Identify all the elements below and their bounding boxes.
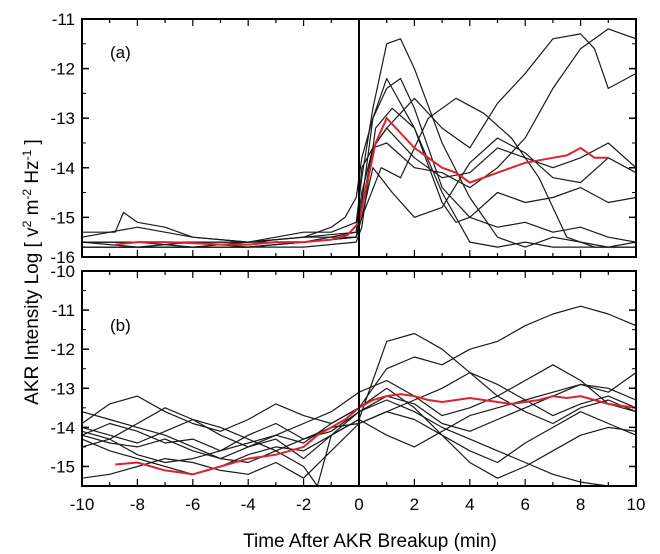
x-tick-label: 0 [354,495,363,514]
panel-b-axes: -10 -11 -12 -13 -14 -15 [50,262,637,487]
y-title-prefix: AKR Intensity Log [ v [22,227,43,405]
y-title-sup2: -2 [20,189,34,200]
event-curve-8 [82,77,637,243]
x-tick-label: 4 [465,495,474,514]
y-title-sup1: 2 [20,220,34,227]
x-axis-title: Time After AKR Breakup (min) [243,531,497,552]
x-tick-label: -2 [296,495,311,514]
event-curve-2 [81,38,637,248]
y-tick-label: -14 [50,418,75,437]
event-curve-5 [82,107,636,248]
x-tick-label: 10 [627,495,646,514]
x-tick-label: -4 [241,495,256,514]
y-tick-label: -14 [50,159,75,178]
event-curve-9 [82,137,637,248]
x-tick-label: -8 [130,495,145,514]
panel-a-average-curve [115,116,609,246]
y-tick-label: -15 [50,208,75,227]
event-curve-7 [82,28,637,243]
average-curve [115,393,637,476]
y-title-mid2: Hz [22,160,43,189]
x-tick-label: 8 [576,495,585,514]
y-tick-label: -15 [50,457,75,476]
y-title-mid1: m [22,200,43,221]
y-axis-title: AKR Intensity Log [ v2 m-2 Hz-1 ] [20,139,43,405]
x-tick-label: 2 [410,495,419,514]
average-curve [115,116,609,246]
y-title-suffix: ] [22,139,43,150]
panel-a-axes: -11 -12 -13 -14 -15 -16 [50,10,637,267]
panel-b: -10 -11 -12 -13 -14 -15 (b) [50,262,637,487]
y-tick-label: -11 [52,301,75,320]
y-tick-label: -11 [52,10,75,29]
y-tick-label: -12 [50,60,75,79]
panel-b-average-curve [115,393,637,476]
x-tick-labels: -10 -8 -6 -4 -2 0 2 4 6 8 10 [70,495,646,514]
y-tick-label: -13 [50,379,75,398]
x-tick-label: -6 [185,495,200,514]
y-tick-label: -13 [50,109,75,128]
panel-a: -11 -12 -13 -14 -15 -16 (a) [50,10,637,267]
y-tick-label: -10 [50,262,75,281]
x-tick-label: 6 [520,495,529,514]
event-curve-7 [81,399,636,487]
y-tick-label: -12 [50,340,75,359]
panel-a-label: (a) [110,43,131,62]
y-title-sup3: -1 [20,149,34,160]
y-tick-label-lower: -16 [50,248,75,267]
panel-b-label: (b) [110,316,131,335]
x-tick-label: -10 [70,495,95,514]
